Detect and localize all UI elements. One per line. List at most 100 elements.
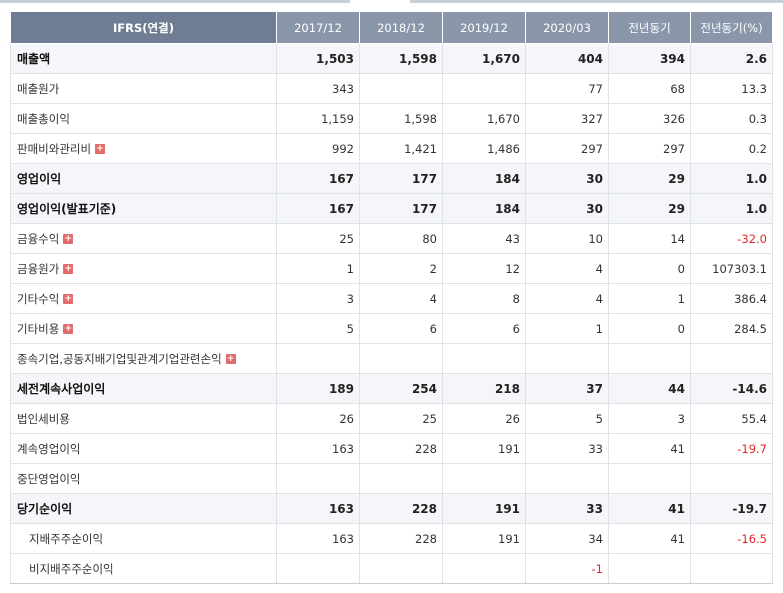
row-label-cell: 매출원가 — [10, 73, 277, 104]
row-label-cell: 매출액 — [10, 43, 277, 74]
value-cell — [359, 553, 443, 584]
value-cell: 4 — [525, 283, 609, 314]
expand-plus-icon[interactable]: + — [63, 264, 74, 274]
value-cell: 26 — [276, 403, 360, 434]
value-cell: 4 — [359, 283, 443, 314]
row-label: 비지배주주순이익 — [29, 561, 114, 576]
value-cell: -19.7 — [690, 433, 773, 464]
value-cell: 3 — [608, 403, 691, 434]
value-cell — [525, 463, 609, 494]
value-cell: 1 — [608, 283, 691, 314]
value-cell: 68 — [608, 73, 691, 104]
table-row: 매출총이익 1,159 1,598 1,670 327 326 0.3 — [10, 103, 773, 134]
row-label: 매출액 — [17, 52, 51, 66]
value-cell: 1,670 — [442, 43, 526, 74]
value-cell: 386.4 — [690, 283, 773, 314]
value-cell: 77 — [525, 73, 609, 104]
row-label-cell: 지배주주순이익 — [10, 523, 277, 554]
header-col-2019: 2019/12 — [442, 11, 526, 44]
expand-plus-icon[interactable]: + — [63, 294, 74, 304]
row-label-cell: 당기순이익 — [10, 493, 277, 524]
value-cell: 0 — [608, 253, 691, 284]
value-cell: 218 — [442, 373, 526, 404]
top-tab-strip — [0, 0, 783, 3]
row-label: 영업이익(발표기준) — [17, 202, 117, 216]
value-cell — [442, 463, 526, 494]
table-row: 지배주주순이익 163 228 191 34 41 -16.5 — [10, 523, 773, 554]
table-row: 금융수익 +25 80 43 10 14 -32.0 — [10, 223, 773, 254]
expand-plus-icon[interactable]: + — [63, 324, 74, 334]
row-label-cell: 계속영업이익 — [10, 433, 277, 464]
table-row: 영업이익 167 177 184 30 29 1.0 — [10, 163, 773, 194]
value-cell: 30 — [525, 193, 609, 224]
row-label-cell: 세전계속사업이익 — [10, 373, 277, 404]
value-cell: 1,598 — [359, 43, 443, 74]
table-row: 매출액 1,503 1,598 1,670 404 394 2.6 — [10, 43, 773, 74]
row-label-cell: 중단영업이익 — [10, 463, 277, 494]
row-label: 법인세비용 — [17, 411, 70, 426]
value-cell: 43 — [442, 223, 526, 254]
value-cell: 177 — [359, 163, 443, 194]
value-cell: 1,421 — [359, 133, 443, 164]
value-cell: 25 — [359, 403, 443, 434]
value-cell: 189 — [276, 373, 360, 404]
value-cell: 6 — [442, 313, 526, 344]
value-cell: 41 — [608, 433, 691, 464]
value-cell: 177 — [359, 193, 443, 224]
value-cell: -19.7 — [690, 493, 773, 524]
value-cell: 992 — [276, 133, 360, 164]
value-cell — [359, 73, 443, 104]
value-cell — [276, 343, 360, 374]
row-label-cell: 영업이익 — [10, 163, 277, 194]
header-col-prev-period-pct: 전년동기(%) — [690, 11, 773, 44]
value-cell: 1,486 — [442, 133, 526, 164]
value-cell: -16.5 — [690, 523, 773, 554]
value-cell: 12 — [442, 253, 526, 284]
row-label-cell: 법인세비용 — [10, 403, 277, 434]
value-cell: 33 — [525, 433, 609, 464]
table-row: 비지배주주순이익 -1 — [10, 553, 773, 584]
table-row: 기타수익 +3 4 8 4 1 386.4 — [10, 283, 773, 314]
value-cell: 25 — [276, 223, 360, 254]
value-cell: 37 — [525, 373, 609, 404]
value-cell: 1,598 — [359, 103, 443, 134]
value-cell: 2 — [359, 253, 443, 284]
value-cell: 163 — [276, 523, 360, 554]
value-cell: 184 — [442, 163, 526, 194]
value-cell — [276, 553, 360, 584]
value-cell: 184 — [442, 193, 526, 224]
expand-plus-icon[interactable]: + — [63, 234, 74, 244]
value-cell: 394 — [608, 43, 691, 74]
value-cell: 5 — [525, 403, 609, 434]
value-cell: 29 — [608, 163, 691, 194]
row-label: 세전계속사업이익 — [17, 382, 106, 396]
row-label: 영업이익 — [17, 172, 62, 186]
table-row: 금융원가 +1 2 12 4 0 107303.1 — [10, 253, 773, 284]
table-row: 판매비와관리비 +992 1,421 1,486 297 297 0.2 — [10, 133, 773, 164]
expand-plus-icon[interactable]: + — [95, 144, 106, 154]
value-cell: 1,670 — [442, 103, 526, 134]
value-cell: 1,503 — [276, 43, 360, 74]
table-row: 영업이익(발표기준) 167 177 184 30 29 1.0 — [10, 193, 773, 224]
value-cell: -14.6 — [690, 373, 773, 404]
expand-plus-icon[interactable]: + — [225, 354, 236, 364]
table-row: 종속기업,공동지배기업및관계기업관련손익 + — [10, 343, 773, 374]
value-cell: 284.5 — [690, 313, 773, 344]
row-label: 판매비와관리비 — [17, 141, 92, 156]
header-row: IFRS(연결) 2017/12 2018/12 2019/12 2020/03… — [10, 11, 773, 44]
row-label: 매출총이익 — [17, 111, 70, 126]
value-cell: 1.0 — [690, 193, 773, 224]
row-label-cell: 영업이익(발표기준) — [10, 193, 277, 224]
value-cell: 4 — [525, 253, 609, 284]
value-cell: 404 — [525, 43, 609, 74]
row-label-cell: 금융수익 + — [10, 223, 277, 254]
value-cell: 297 — [608, 133, 691, 164]
table-row: 법인세비용 26 25 26 5 3 55.4 — [10, 403, 773, 434]
value-cell: 0.3 — [690, 103, 773, 134]
value-cell: 34 — [525, 523, 609, 554]
row-label-cell: 판매비와관리비 + — [10, 133, 277, 164]
value-cell: 6 — [359, 313, 443, 344]
value-cell: 5 — [276, 313, 360, 344]
value-cell: 13.3 — [690, 73, 773, 104]
row-label: 당기순이익 — [17, 502, 73, 516]
